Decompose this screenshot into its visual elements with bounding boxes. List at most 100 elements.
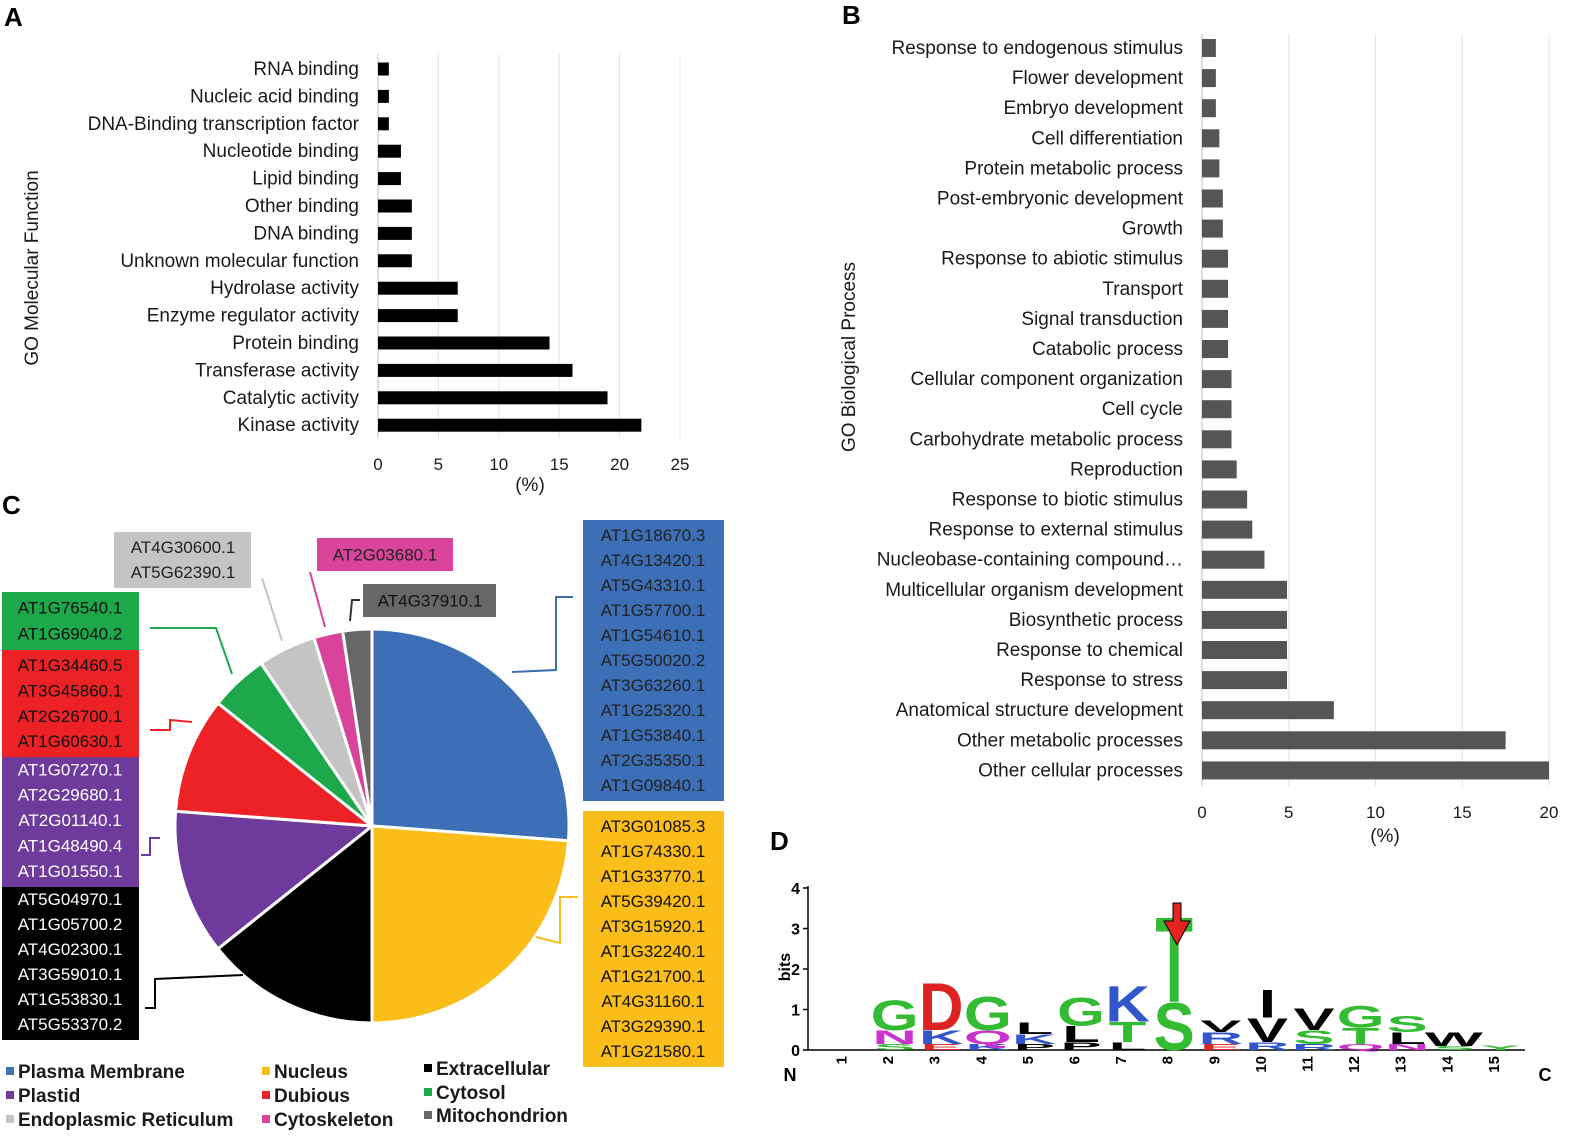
x-tick-label: 20 [610,455,629,474]
logo-letter: R [1199,1028,1243,1047]
leader-line [261,577,283,642]
gene-id-box [583,520,724,801]
bar [378,418,642,432]
logo-y-tick-label: 3 [791,922,800,939]
category-label: Response to stress [1020,670,1183,691]
leader-line [511,596,573,673]
logo-letter: S [874,1042,915,1051]
gene-id: AT1G69040.2 [18,625,123,644]
logo-position-label: 3 [927,1056,944,1064]
category-label: Lipid binding [252,169,359,190]
legend-label: Endoplasmic Reticulum [18,1110,233,1131]
legend-swatch [6,1115,14,1123]
category-label: Growth [1122,219,1183,240]
category-label: Catabolic process [1032,339,1183,360]
bar [1202,580,1288,599]
logo-y-tick-label: 0 [791,1043,800,1060]
logo-y-tick-label: 2 [791,962,800,979]
bar [1202,159,1220,178]
category-label: Cell differentiation [1031,128,1183,149]
pie-slices [173,627,571,1025]
legend-label: Dubious [274,1086,350,1107]
bar [1202,309,1229,328]
pie-slice [370,627,571,843]
category-label: Biosynthetic process [1009,610,1183,631]
bar [1202,370,1232,389]
logo-position-label: 5 [1020,1056,1037,1064]
bar [1202,610,1288,629]
biological-process-chart: Response to endogenous stimulus Flower de… [839,34,1558,847]
category-label: Multicellular organism development [885,580,1184,601]
gene-id-box [363,584,496,617]
legend-label: Extracellular [436,1059,551,1080]
gene-id-box [114,532,251,588]
leader-line [349,599,360,622]
bar [1202,701,1334,720]
gene-id-box [317,538,453,571]
logo-letter: K [966,1042,1011,1051]
logo-letter: L [1109,1040,1147,1053]
gene-id-box [583,811,724,1067]
pie-slice [340,627,374,827]
bar [1202,69,1216,88]
bars-b [1202,39,1549,780]
logo-letter: I [1259,982,1276,1026]
gene-id: AT1G25320.1 [601,701,706,720]
gene-id: AT5G04970.1 [18,890,123,909]
gene-id: AT5G50020.2 [601,651,706,670]
gene-id: AT3G01085.3 [601,817,706,836]
category-label: Transport [1102,279,1183,300]
grid-a [377,54,681,438]
gene-id: AT4G02300.1 [18,940,123,959]
logo-letter: T [1109,1017,1147,1048]
gene-id: AT1G32240.1 [601,942,706,961]
category-label: Response to endogenous stimulus [891,38,1183,59]
panel-label-d: D [770,826,789,856]
logo-letter: Y [1480,1044,1521,1052]
category-label: Response to biotic stimulus [952,490,1183,511]
x-axis-label-b: (%) [1370,826,1400,847]
logo-position-label: 11 [1300,1056,1317,1072]
logo-letter: V [1247,1011,1288,1049]
bar [1202,761,1549,780]
leader-line [141,837,160,856]
logo-letter: L [1016,1018,1054,1037]
category-label: Protein metabolic process [964,158,1183,179]
category-label: Transferase activity [195,360,360,381]
gene-id-boxes: AT1G18670.3 AT4G13420.1 AT5G43310.1 AT1G577… [2,520,724,1067]
logo-position-label: 4 [973,1055,990,1064]
category-label: Cellular component organization [911,369,1184,390]
category-label: Other cellular processes [978,760,1183,781]
categories-b: Response to endogenous stimulus Flower de… [877,38,1184,781]
bar [1202,279,1229,298]
categories-a: RNA binding Nucleic acid binding DNA-Bindi… [88,59,360,436]
bar [378,391,608,405]
x-tick-label: 15 [550,455,569,474]
bar [378,336,550,350]
gene-id-box [2,884,139,1040]
bars-a [378,62,642,432]
leader-lines [141,571,578,1009]
logo-letter: P [1014,1042,1055,1051]
gene-id: AT3G15920.1 [601,917,706,936]
gene-id: AT1G21580.1 [601,1042,706,1061]
localization-pie: AT1G18670.3 AT4G13420.1 AT5G43310.1 AT1G577… [2,520,724,1131]
legend-label: Plastid [18,1086,80,1107]
logo-letter: N [872,1026,916,1048]
category-label: Protein binding [232,333,359,354]
gene-id: AT4G30600.1 [131,538,236,557]
legend-swatch [424,1088,432,1096]
category-label: Reproduction [1070,459,1183,480]
bar [1202,129,1220,148]
bar [378,172,401,186]
pie-slice [370,824,571,1025]
x-axis-label-a: (%) [515,475,545,496]
y-axis-label-b: GO Biological Process [839,262,860,452]
logo-letter: W [1425,1028,1484,1050]
gene-id: AT1G53840.1 [601,726,706,745]
logo-position-label: 10 [1253,1056,1270,1073]
category-label: Catalytic activity [223,388,360,409]
category-label: Enzyme regulator activity [147,306,360,327]
logo-position-label: 14 [1439,1055,1456,1072]
gene-id: AT2G03680.1 [333,545,438,564]
